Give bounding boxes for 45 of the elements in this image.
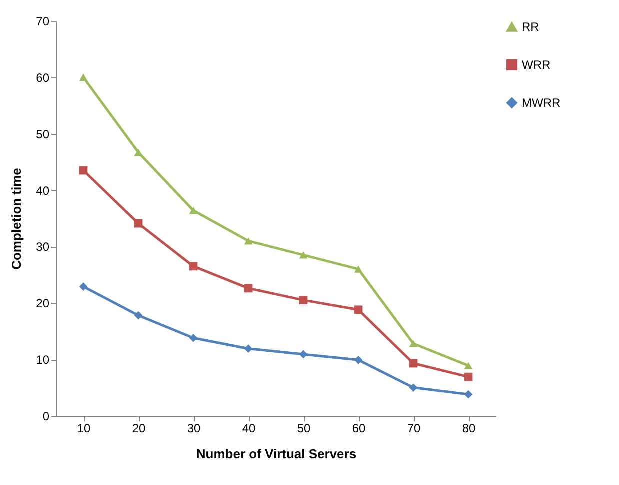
- x-tick-label: 50: [297, 422, 311, 436]
- legend-label: WRR: [522, 58, 551, 72]
- y-tick-label: 40: [36, 184, 50, 198]
- point: [354, 266, 363, 273]
- y-tick-label: 50: [36, 127, 50, 142]
- point: [409, 340, 418, 348]
- point: [244, 284, 253, 293]
- x-tick-label: 80: [462, 422, 476, 436]
- point: [464, 372, 473, 382]
- x-axis-title: Number of Virtual Servers: [196, 446, 357, 462]
- point: [79, 166, 88, 175]
- point: [464, 362, 473, 370]
- x-tick-label: 60: [352, 422, 366, 436]
- x-tick-label: 30: [187, 422, 201, 436]
- point: [189, 262, 198, 271]
- x-tick-label: 40: [242, 422, 256, 436]
- point: [134, 148, 143, 156]
- x-tick-label: 70: [407, 422, 421, 436]
- point: [464, 390, 473, 399]
- point: [299, 296, 308, 305]
- point: [79, 74, 88, 82]
- point: [244, 344, 253, 354]
- y-tick-label: 20: [36, 296, 50, 311]
- point: [134, 219, 143, 228]
- point: [134, 311, 143, 320]
- point: [354, 356, 363, 364]
- y-tick-label: 30: [36, 240, 50, 254]
- point: [299, 252, 308, 259]
- point: [189, 334, 198, 342]
- point: [299, 350, 308, 359]
- point: [409, 384, 418, 392]
- x-tick-label: 20: [132, 422, 146, 436]
- y-tick-label: 70: [36, 14, 50, 28]
- point: [79, 282, 88, 291]
- point: [189, 206, 198, 214]
- y-tick-label: 10: [36, 353, 50, 368]
- x-tick-label: 10: [77, 422, 91, 436]
- legend-label: RR: [522, 20, 540, 34]
- legend-label: MWRR: [522, 96, 561, 110]
- y-tick-label: 60: [36, 70, 50, 85]
- point: [354, 306, 363, 314]
- point: [409, 359, 418, 368]
- point: [244, 237, 253, 245]
- y-tick-label: 0: [42, 410, 50, 424]
- y-axis-title: Completion time: [9, 168, 24, 270]
